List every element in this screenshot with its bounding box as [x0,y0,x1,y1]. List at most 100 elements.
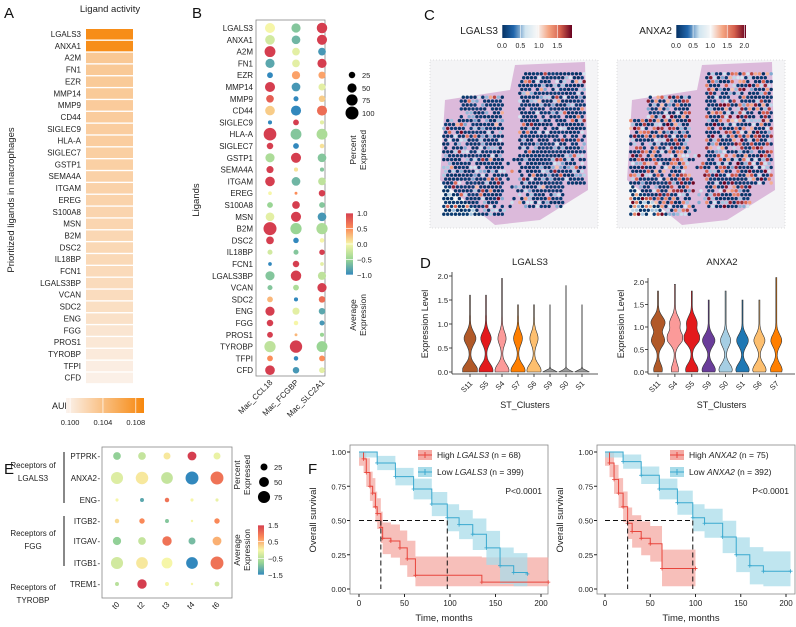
expression-dot [265,34,275,45]
row-label: FGG [236,319,253,328]
spot [449,173,454,177]
expression-dot [267,120,273,125]
spot [677,169,682,173]
spot [664,95,668,99]
spot [492,212,497,216]
spot [740,99,744,103]
spot [467,185,471,189]
row-label: SIGLEC9 [219,118,253,127]
spot [535,95,540,99]
aupr-bar [86,254,133,265]
spot [763,122,767,127]
spot [525,169,530,173]
expression-dot [316,128,328,140]
spot [481,126,485,131]
spot [473,95,477,99]
spot [664,134,668,138]
spot [648,157,652,162]
spot [520,118,524,123]
spot [755,107,760,111]
spot [722,189,727,193]
spot [660,204,664,209]
spot [563,118,567,123]
spot [473,134,477,138]
spot [459,161,463,166]
spot [740,154,744,158]
expression-dot [317,271,327,280]
spot [672,103,676,107]
spot [732,99,736,103]
spot [559,150,563,154]
spot [533,169,538,173]
censor-mark [761,569,766,574]
spot [746,72,750,76]
spot [716,193,721,197]
spot [753,95,758,99]
spot [485,181,489,185]
spot [748,138,752,142]
spot [533,83,538,88]
spot [502,169,506,173]
spot [539,142,543,146]
spot [488,142,493,146]
spot [539,196,543,201]
size-legend-title: Percent [348,135,358,165]
size-legend-title: Expressed [358,130,368,170]
spot [580,138,584,142]
spot [553,146,557,150]
spot [722,87,727,92]
spot [576,83,580,88]
spot [566,126,571,131]
spot [732,122,736,127]
spot [547,157,551,162]
spot [453,173,458,177]
spot [742,126,746,131]
spot [477,126,481,131]
aupr-tick-label: 0.108 [126,418,145,427]
spot [654,161,658,166]
spot [709,177,713,181]
spot [549,107,553,111]
spot [455,138,460,142]
spot [668,150,672,154]
spot [658,115,662,119]
spot [728,193,732,197]
spot [679,212,684,216]
spot [633,189,637,193]
spot [457,196,462,201]
spot [568,115,573,119]
spot [451,122,456,127]
spot [633,150,637,154]
spot [734,134,738,138]
spot [658,200,662,205]
ligand-label: CD44 [61,113,82,122]
legend-n: (n = 68) [489,450,521,460]
spot [527,134,532,138]
expression-dot [292,307,300,315]
spot [734,87,738,92]
spot [449,150,454,154]
color-legend-label: −0.5 [268,554,283,563]
spot [769,157,773,162]
spot [679,204,684,209]
spot [496,150,501,154]
spot [670,99,674,103]
spot [502,208,506,212]
spot [734,103,738,107]
spot [486,185,491,189]
spot [712,115,717,119]
spot [763,154,767,158]
spot [477,157,481,162]
spot [576,177,580,181]
spot [481,111,485,115]
spot [533,193,538,197]
spot [559,79,563,84]
spot [675,126,680,131]
spot [707,111,711,115]
spot [572,91,577,96]
spot [652,103,656,107]
spot [561,185,565,189]
spot [648,103,652,107]
color-legend-label: 1.0 [357,209,367,218]
spot [498,99,502,103]
